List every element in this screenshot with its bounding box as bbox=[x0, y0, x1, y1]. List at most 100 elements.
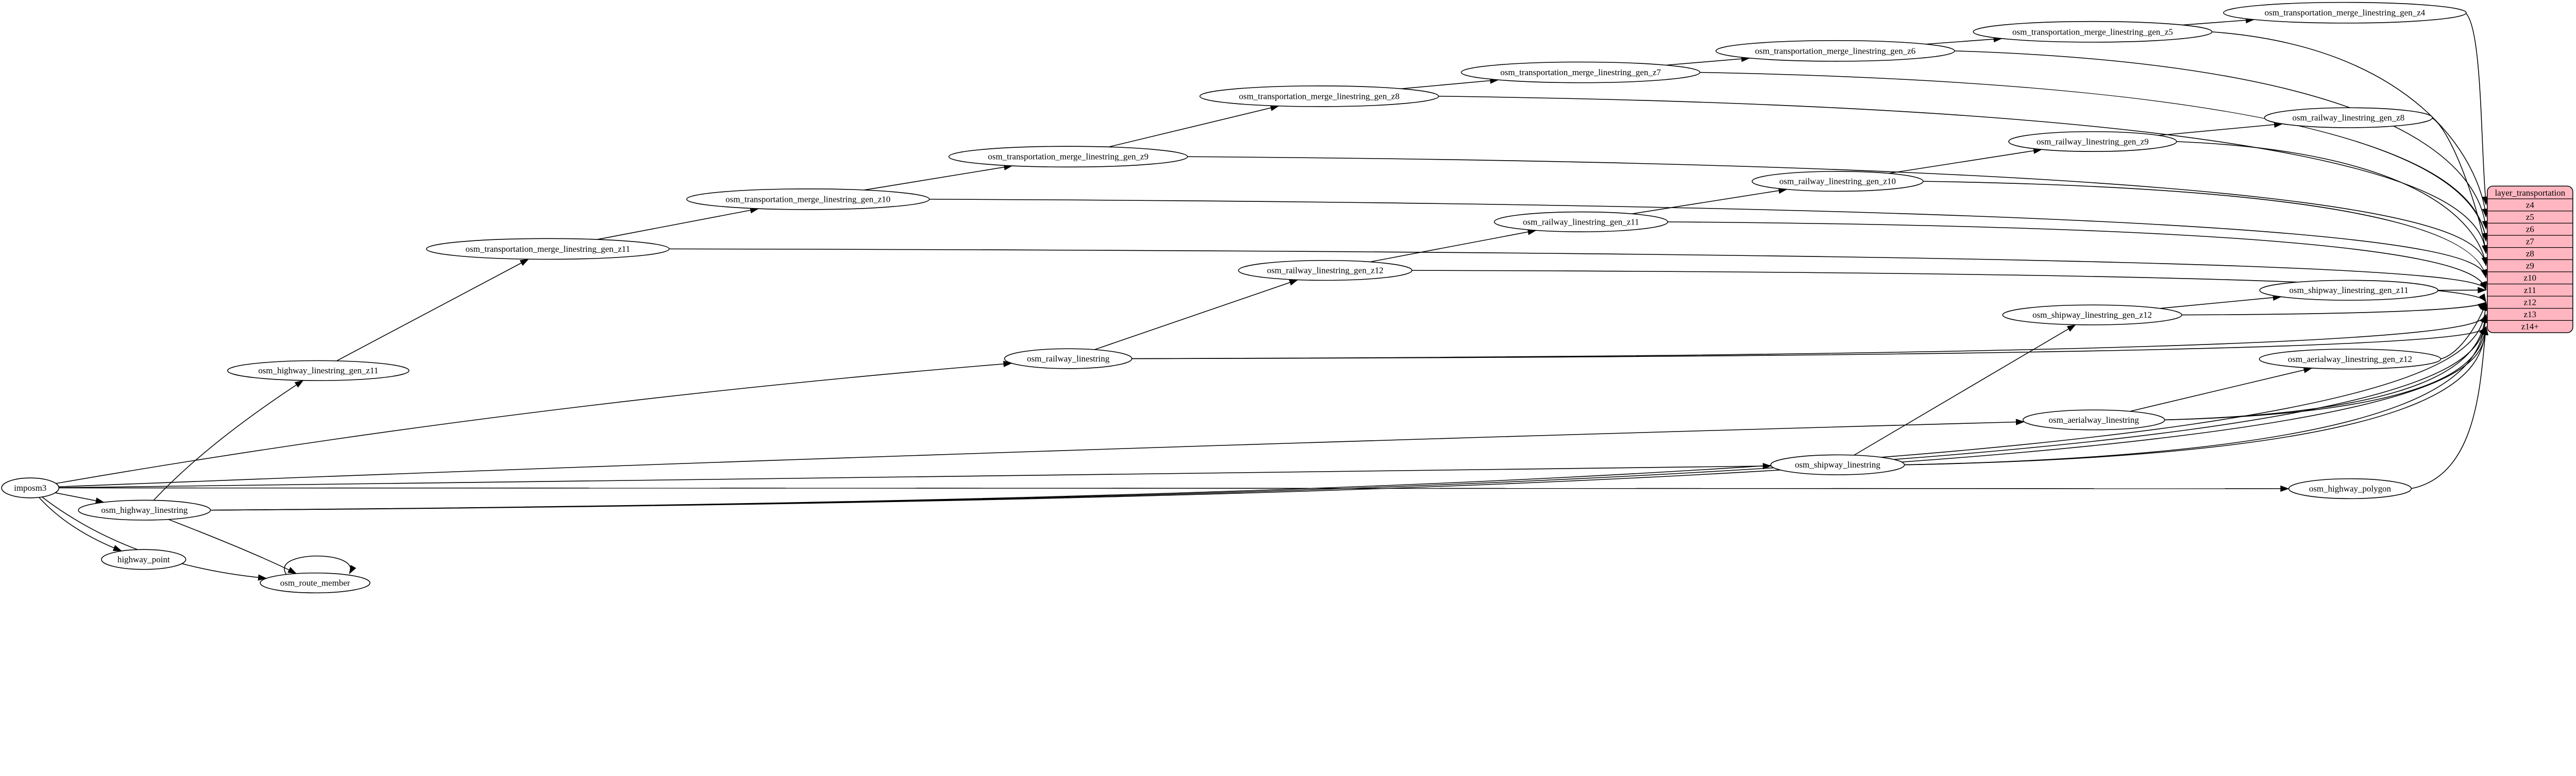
edge-imposm3-to-osm_highway_polygon bbox=[59, 485, 2290, 492]
table-row-z4: z4 bbox=[2526, 200, 2535, 210]
node-ellipse-osm_railway_linestring_gen_z8 bbox=[2264, 107, 2433, 128]
table-row-z6: z6 bbox=[2526, 225, 2534, 234]
node-label-osm_aerialway_linestring: osm_aerialway_linestring bbox=[2048, 415, 2139, 425]
node-ellipse-osm_transportation_merge_linestring_gen_z4 bbox=[2223, 2, 2467, 24]
edge-osm_highway_polygon-to-layer_transportation-z14+ bbox=[2410, 326, 2488, 489]
edge-osm_transportation_merge_linestring_gen_z5-to-layer_transportation-z5 bbox=[2211, 31, 2488, 218]
node-osm_transportation_merge_linestring_gen_z10: osm_transportation_merge_linestring_gen_… bbox=[686, 188, 930, 210]
node-ellipse-osm_railway_linestring_gen_z11 bbox=[1494, 211, 1668, 232]
edge-osm_transportation_merge_linestring_gen_z9-to-osm_transportation_merge_linestring_gen_z8 bbox=[1108, 105, 1279, 148]
edge-osm_railway_linestring_gen_z12-to-osm_railway_linestring_gen_z11 bbox=[1370, 229, 1537, 263]
edge-osm_railway_linestring-to-osm_railway_linestring_gen_z12 bbox=[1094, 279, 1298, 350]
table-row-z12: z12 bbox=[2524, 297, 2537, 307]
node-osm_shipway_linestring_gen_z12: osm_shipway_linestring_gen_z12 bbox=[2002, 304, 2182, 325]
edge-osm_transportation_merge_linestring_gen_z8-to-osm_transportation_merge_linestring_gen_z7 bbox=[1401, 77, 1499, 90]
node-osm_transportation_merge_linestring_gen_z5: osm_transportation_merge_linestring_gen_… bbox=[1973, 21, 2213, 43]
edge-osm_railway_linestring_gen_z9-to-layer_transportation-z9 bbox=[2176, 141, 2488, 266]
node-ellipse-osm_highway_linestring_gen_z11 bbox=[227, 360, 410, 381]
node-label-osm_transportation_merge_linestring_gen_z10: osm_transportation_merge_linestring_gen_… bbox=[725, 194, 890, 204]
node-osm_railway_linestring_gen_z12: osm_railway_linestring_gen_z12 bbox=[1238, 260, 1413, 281]
node-ellipse-osm_transportation_merge_linestring_gen_z8 bbox=[1199, 85, 1439, 107]
edge-osm_highway_linestring-to-layer_transportation-z14+ bbox=[209, 326, 2488, 511]
node-ellipse-osm_railway_linestring_gen_z12 bbox=[1238, 260, 1413, 281]
edge-osm_railway_linestring-to-layer_transportation-z14+ bbox=[1131, 326, 2487, 359]
node-osm_shipway_linestring_gen_z11: osm_shipway_linestring_gen_z11 bbox=[2259, 280, 2438, 301]
edge-osm_aerialway_linestring-to-osm_aerialway_linestring_gen_z12 bbox=[2129, 367, 2313, 412]
edge-osm_shipway_linestring-to-layer_transportation-z13 bbox=[1903, 314, 2488, 465]
node-label-osm_railway_linestring_gen_z8: osm_railway_linestring_gen_z8 bbox=[2292, 113, 2404, 123]
edge-imposm3-to-osm_aerialway_linestring bbox=[58, 419, 2025, 488]
node-ellipse-osm_transportation_merge_linestring_gen_z11 bbox=[426, 238, 670, 260]
node-ellipse-osm_route_member bbox=[260, 572, 370, 594]
edge-osm_transportation_merge_linestring_gen_z10-to-layer_transportation-z10 bbox=[928, 199, 2487, 279]
node-osm_transportation_merge_linestring_gen_z8: osm_transportation_merge_linestring_gen_… bbox=[1199, 85, 1439, 107]
node-ellipse-osm_aerialway_linestring bbox=[2022, 409, 2165, 430]
edge-osm_highway_linestring-to-osm_highway_linestring_gen_z11 bbox=[153, 380, 304, 501]
node-label-osm_railway_linestring_gen_z9: osm_railway_linestring_gen_z9 bbox=[2037, 136, 2149, 146]
node-label-osm_transportation_merge_linestring_gen_z5: osm_transportation_merge_linestring_gen_… bbox=[2012, 27, 2173, 37]
node-label-osm_transportation_merge_linestring_gen_z6: osm_transportation_merge_linestring_gen_… bbox=[1755, 46, 1916, 56]
table-row-z8: z8 bbox=[2526, 249, 2534, 258]
edge-osm_highway_linestring_gen_z11-to-osm_transportation_merge_linestring_gen_z11 bbox=[336, 258, 529, 361]
node-label-osm_highway_linestring: osm_highway_linestring bbox=[101, 505, 188, 515]
node-osm_railway_linestring: osm_railway_linestring bbox=[1004, 348, 1132, 369]
edge-osm_railway_linestring_gen_z9-to-osm_railway_linestring_gen_z8 bbox=[2158, 121, 2283, 136]
node-label-osm_transportation_merge_linestring_gen_z7: osm_transportation_merge_linestring_gen_… bbox=[1500, 67, 1661, 77]
edge-osm_highway_linestring-to-layer_transportation-z12 bbox=[209, 302, 2489, 511]
node-label-highway_point: highway_point bbox=[117, 555, 170, 564]
node-osm_transportation_merge_linestring_gen_z4: osm_transportation_merge_linestring_gen_… bbox=[2223, 2, 2467, 24]
edge-osm_railway_linestring_gen_z11-to-layer_transportation-z11 bbox=[1667, 221, 2487, 291]
node-imposm3: imposm3 bbox=[1, 477, 60, 498]
table-row-z7: z7 bbox=[2526, 236, 2534, 246]
nodes: imposm3 osm_highway_linestring highway_poi… bbox=[1, 2, 2467, 594]
edge-osm_aerialway_linestring-to-layer_transportation-z14+ bbox=[2163, 326, 2488, 421]
edge-osm_transportation_merge_linestring_gen_z9-to-layer_transportation-z9 bbox=[1187, 156, 2488, 266]
node-ellipse-osm_transportation_merge_linestring_gen_z9 bbox=[948, 146, 1188, 168]
node-osm_railway_linestring_gen_z10: osm_railway_linestring_gen_z10 bbox=[1751, 171, 1924, 192]
node-label-osm_transportation_merge_linestring_gen_z4: osm_transportation_merge_linestring_gen_… bbox=[2265, 8, 2426, 18]
edge-osm_transportation_merge_linestring_gen_z10-to-osm_transportation_merge_linestring_gen_z9 bbox=[864, 164, 1013, 191]
node-ellipse-osm_transportation_merge_linestring_gen_z6 bbox=[1715, 40, 1955, 62]
edge-osm_transportation_merge_linestring_gen_z11-to-osm_transportation_merge_linestring_gen_z10 bbox=[597, 207, 759, 240]
node-ellipse-osm_shipway_linestring_gen_z11 bbox=[2259, 280, 2438, 301]
node-ellipse-osm_railway_linestring_gen_z9 bbox=[2008, 131, 2177, 152]
node-label-osm_railway_linestring_gen_z12: osm_railway_linestring_gen_z12 bbox=[1267, 266, 1383, 275]
node-label-osm_railway_linestring: osm_railway_linestring bbox=[1027, 354, 1110, 364]
edges bbox=[38, 12, 2489, 581]
table-layer-transportation: layer_transportation z4 z5 z6 z7 z8 z9 z10 z11 z1… bbox=[2487, 185, 2573, 333]
table-row-z11: z11 bbox=[2524, 285, 2536, 295]
edge-imposm3-to-osm_highway_linestring bbox=[55, 492, 105, 504]
edge-imposm3-to-highway_point bbox=[38, 497, 122, 551]
edge-osm_shipway_linestring-to-osm_shipway_linestring_gen_z12 bbox=[1854, 324, 2076, 456]
edge-osm_transportation_merge_linestring_gen_z6-to-osm_transportation_merge_linestring_gen_z5 bbox=[1926, 36, 2003, 45]
edge-imposm3-to-osm_railway_linestring bbox=[56, 360, 1012, 484]
node-label-osm_shipway_linestring: osm_shipway_linestring bbox=[1795, 460, 1880, 470]
node-osm_railway_linestring_gen_z11: osm_railway_linestring_gen_z11 bbox=[1494, 211, 1668, 232]
edge-osm_railway_linestring_gen_z10-to-layer_transportation-z10 bbox=[1922, 181, 2488, 279]
edge-osm_railway_linestring_gen_z8-to-layer_transportation-z8 bbox=[2431, 117, 2488, 254]
table-row-z9: z9 bbox=[2526, 261, 2534, 271]
node-label-osm_railway_linestring_gen_z10: osm_railway_linestring_gen_z10 bbox=[1780, 177, 1896, 186]
node-label-osm_route_member: osm_route_member bbox=[280, 578, 350, 588]
edge-osm_transportation_merge_linestring_gen_z8-to-layer_transportation-z8 bbox=[1437, 96, 2488, 254]
node-osm_highway_linestring: osm_highway_linestring bbox=[78, 499, 211, 521]
table-row-z5: z5 bbox=[2526, 212, 2534, 222]
node-ellipse-osm_transportation_merge_linestring_gen_z10 bbox=[686, 188, 930, 210]
node-label-osm_railway_linestring_gen_z11: osm_railway_linestring_gen_z11 bbox=[1523, 217, 1639, 227]
node-ellipse-osm_shipway_linestring bbox=[1770, 454, 1905, 475]
node-label-osm_transportation_merge_linestring_gen_z11: osm_transportation_merge_linestring_gen_… bbox=[466, 244, 631, 254]
node-osm_transportation_merge_linestring_gen_z7: osm_transportation_merge_linestring_gen_… bbox=[1461, 61, 1701, 83]
node-ellipse-imposm3 bbox=[1, 477, 60, 498]
node-ellipse-highway_point bbox=[101, 549, 187, 570]
node-label-osm_highway_linestring_gen_z11: osm_highway_linestring_gen_z11 bbox=[258, 366, 378, 375]
node-osm_transportation_merge_linestring_gen_z6: osm_transportation_merge_linestring_gen_… bbox=[1715, 40, 1955, 62]
node-osm_aerialway_linestring_gen_z12: osm_aerialway_linestring_gen_z12 bbox=[2259, 349, 2442, 370]
node-highway_point: highway_point bbox=[101, 549, 187, 570]
node-ellipse-osm_railway_linestring_gen_z10 bbox=[1751, 171, 1924, 192]
node-osm_highway_linestring_gen_z11: osm_highway_linestring_gen_z11 bbox=[227, 360, 410, 381]
node-ellipse-osm_aerialway_linestring_gen_z12 bbox=[2259, 349, 2442, 370]
node-label-osm_transportation_merge_linestring_gen_z8: osm_transportation_merge_linestring_gen_… bbox=[1239, 91, 1400, 101]
node-osm_transportation_merge_linestring_gen_z11: osm_transportation_merge_linestring_gen_… bbox=[426, 238, 670, 260]
node-label-osm_highway_polygon: osm_highway_polygon bbox=[2309, 484, 2392, 494]
edge-osm_transportation_merge_linestring_gen_z7-to-osm_transportation_merge_linestring_gen_z6 bbox=[1666, 56, 1750, 66]
